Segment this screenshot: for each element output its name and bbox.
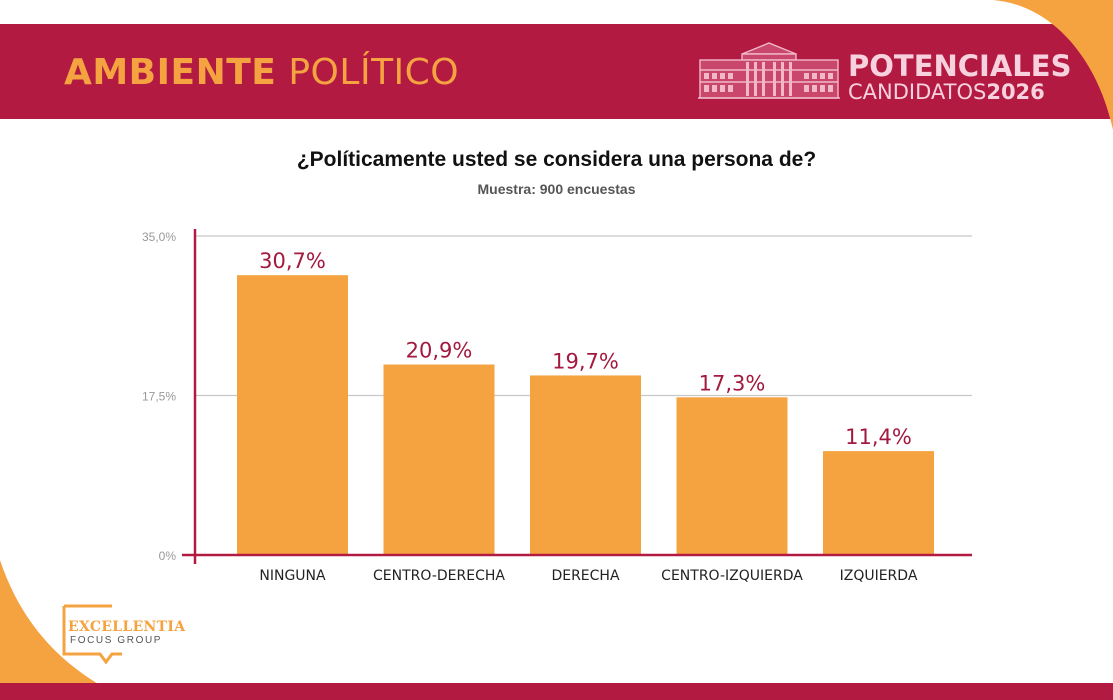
brand-line-2: CANDIDATOS2026 [848, 82, 1071, 103]
header-banner [0, 24, 1113, 119]
page-title: AMBIENTE POLÍTICO [64, 52, 459, 93]
corner-decoration-bottom-left [0, 560, 130, 700]
y-tick-label: 17,5% [142, 390, 176, 404]
top-strip [0, 0, 1113, 24]
capitol-building-icon [698, 42, 840, 99]
excellentia-logo [62, 604, 122, 664]
x-category-label: CENTRO-DERECHA [373, 568, 505, 584]
brand-line-2-light: CANDIDATOS [848, 80, 987, 104]
data-label: 11,4% [845, 425, 912, 449]
corner-decoration-top-right [993, 0, 1113, 130]
bar [823, 451, 934, 555]
bar [237, 275, 348, 555]
chart-subtitle: Muestra: 900 encuestas [477, 181, 636, 197]
brand-line-1: POTENCIALES [848, 49, 1072, 83]
data-label: 20,9% [406, 339, 473, 363]
brand-block: POTENCIALES CANDIDATOS2026 [848, 52, 1071, 103]
bar [530, 375, 641, 555]
bar [676, 397, 788, 555]
x-category-label: IZQUIERDA [840, 568, 918, 584]
data-label: 19,7% [552, 349, 619, 373]
x-category-label: CENTRO-IZQUIERDA [661, 568, 803, 584]
y-tick-label: 0% [159, 549, 177, 563]
bar [383, 364, 495, 555]
brand-year: 2026 [986, 80, 1045, 104]
page-title-light: POLÍTICO [288, 52, 460, 93]
logo-text-2: FOCUS GROUP [70, 635, 163, 646]
data-label: 30,7% [259, 249, 326, 273]
logo-text-1: EXCELLENTIA [68, 619, 186, 635]
x-category-label: NINGUNA [259, 568, 326, 584]
footer-bar [0, 683, 1113, 700]
y-tick-label: 35,0% [142, 230, 176, 244]
page-title-bold: AMBIENTE [64, 52, 277, 93]
data-label: 17,3% [699, 371, 766, 395]
chart-title: ¿Políticamente usted se considera una pe… [296, 148, 817, 171]
x-category-label: DERECHA [551, 568, 620, 584]
